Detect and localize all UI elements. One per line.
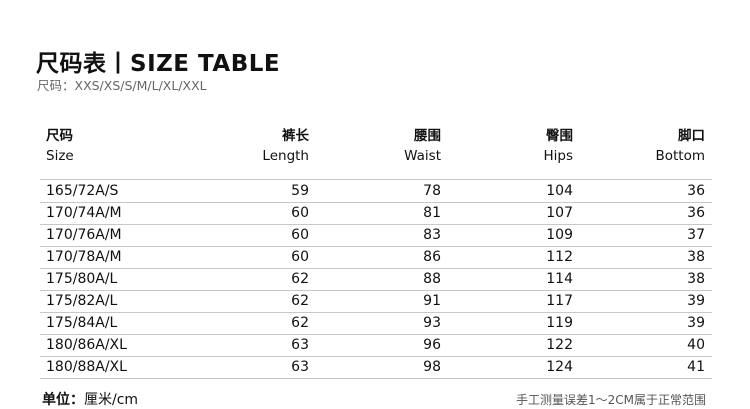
table-cell: 59	[291, 183, 309, 199]
table-cell: 81	[423, 205, 441, 221]
page-title: 尺码表丨SIZE TABLE	[36, 51, 281, 77]
header-zh: 尺码	[46, 128, 73, 144]
table-cell: 175/84A/L	[46, 315, 118, 331]
table-cell: 60	[291, 205, 309, 221]
table-row: 175/80A/L 62 88 114 38	[40, 268, 712, 290]
table-row: 180/88A/XL 63 98 124 41	[40, 356, 712, 378]
table-cell: 107	[546, 205, 573, 221]
table-cell: 38	[687, 249, 705, 265]
table-cell: 62	[291, 293, 309, 309]
table-row: 170/78A/M 60 86 112 38	[40, 246, 712, 268]
table-cell: 114	[546, 271, 573, 287]
table-cell: 36	[687, 183, 705, 199]
table-cell: 96	[423, 337, 441, 353]
table-cell: 62	[291, 315, 309, 331]
table-cell: 40	[687, 337, 705, 353]
table-cell: 117	[546, 293, 573, 309]
table-cell: 60	[291, 249, 309, 265]
table-cell: 180/88A/XL	[46, 359, 127, 375]
header-zh: 脚口	[678, 128, 705, 144]
divider	[40, 202, 712, 203]
table-row: 180/86A/XL 63 96 122 40	[40, 334, 712, 356]
table-cell: 63	[291, 359, 309, 375]
unit-note: 单位：厘米/cm	[42, 389, 138, 409]
table-cell: 86	[423, 249, 441, 265]
table-cell: 175/80A/L	[46, 271, 118, 287]
divider	[40, 312, 712, 313]
table-cell: 60	[291, 227, 309, 243]
header-en: Bottom	[655, 148, 705, 164]
table-cell: 41	[687, 359, 705, 375]
table-row: 170/76A/M 60 83 109 37	[40, 224, 712, 246]
table-cell: 180/86A/XL	[46, 337, 127, 353]
table-cell: 98	[423, 359, 441, 375]
table-cell: 124	[546, 359, 573, 375]
divider	[40, 179, 712, 180]
header-en: Size	[46, 148, 74, 164]
table-cell: 39	[687, 293, 705, 309]
header-zh: 腰围	[414, 128, 441, 144]
measurement-note: 手工测量误差1～2CM属于正常范围	[515, 393, 706, 407]
table-cell: 165/72A/S	[46, 183, 119, 199]
table-cell: 170/76A/M	[46, 227, 122, 243]
header-en: Hips	[543, 148, 573, 164]
header-length: 裤长 Length	[262, 126, 309, 166]
table-row: 170/74A/M 60 81 107 36	[40, 202, 712, 224]
divider	[40, 290, 712, 291]
unit-value: 厘米/cm	[84, 392, 139, 408]
table-cell: 78	[423, 183, 441, 199]
table-row: 165/72A/S 59 78 104 36	[40, 180, 712, 202]
table-cell: 36	[687, 205, 705, 221]
header-waist: 腰围 Waist	[404, 126, 441, 166]
divider	[40, 268, 712, 269]
table-cell: 39	[687, 315, 705, 331]
header-size: 尺码 Size	[46, 126, 74, 166]
table-cell: 170/74A/M	[46, 205, 122, 221]
header-zh: 臀围	[546, 128, 573, 144]
unit-label: 单位：	[42, 392, 84, 408]
table-cell: 170/78A/M	[46, 249, 122, 265]
header-zh: 裤长	[282, 128, 309, 144]
table-cell: 62	[291, 271, 309, 287]
table-cell: 109	[546, 227, 573, 243]
table-cell: 122	[546, 337, 573, 353]
table-cell: 112	[546, 249, 573, 265]
table-cell: 83	[423, 227, 441, 243]
header-en: Waist	[404, 148, 441, 164]
table-cell: 104	[546, 183, 573, 199]
divider	[40, 224, 712, 225]
table-cell: 91	[423, 293, 441, 309]
table-row: 175/84A/L 62 93 119 39	[40, 312, 712, 334]
table-cell: 119	[546, 315, 573, 331]
table-cell: 175/82A/L	[46, 293, 118, 309]
divider	[40, 378, 712, 379]
table-cell: 37	[687, 227, 705, 243]
header-en: Length	[262, 148, 309, 164]
header-hips: 臀围 Hips	[543, 126, 573, 166]
header-bottom: 脚口 Bottom	[655, 126, 705, 166]
size-range: 尺码：XXS/XS/S/M/L/XL/XXL	[37, 78, 207, 93]
table-row: 175/82A/L 62 91 117 39	[40, 290, 712, 312]
table-cell: 38	[687, 271, 705, 287]
divider	[40, 334, 712, 335]
table-cell: 63	[291, 337, 309, 353]
divider	[40, 356, 712, 357]
table-cell: 93	[423, 315, 441, 331]
table-cell: 88	[423, 271, 441, 287]
divider	[40, 246, 712, 247]
